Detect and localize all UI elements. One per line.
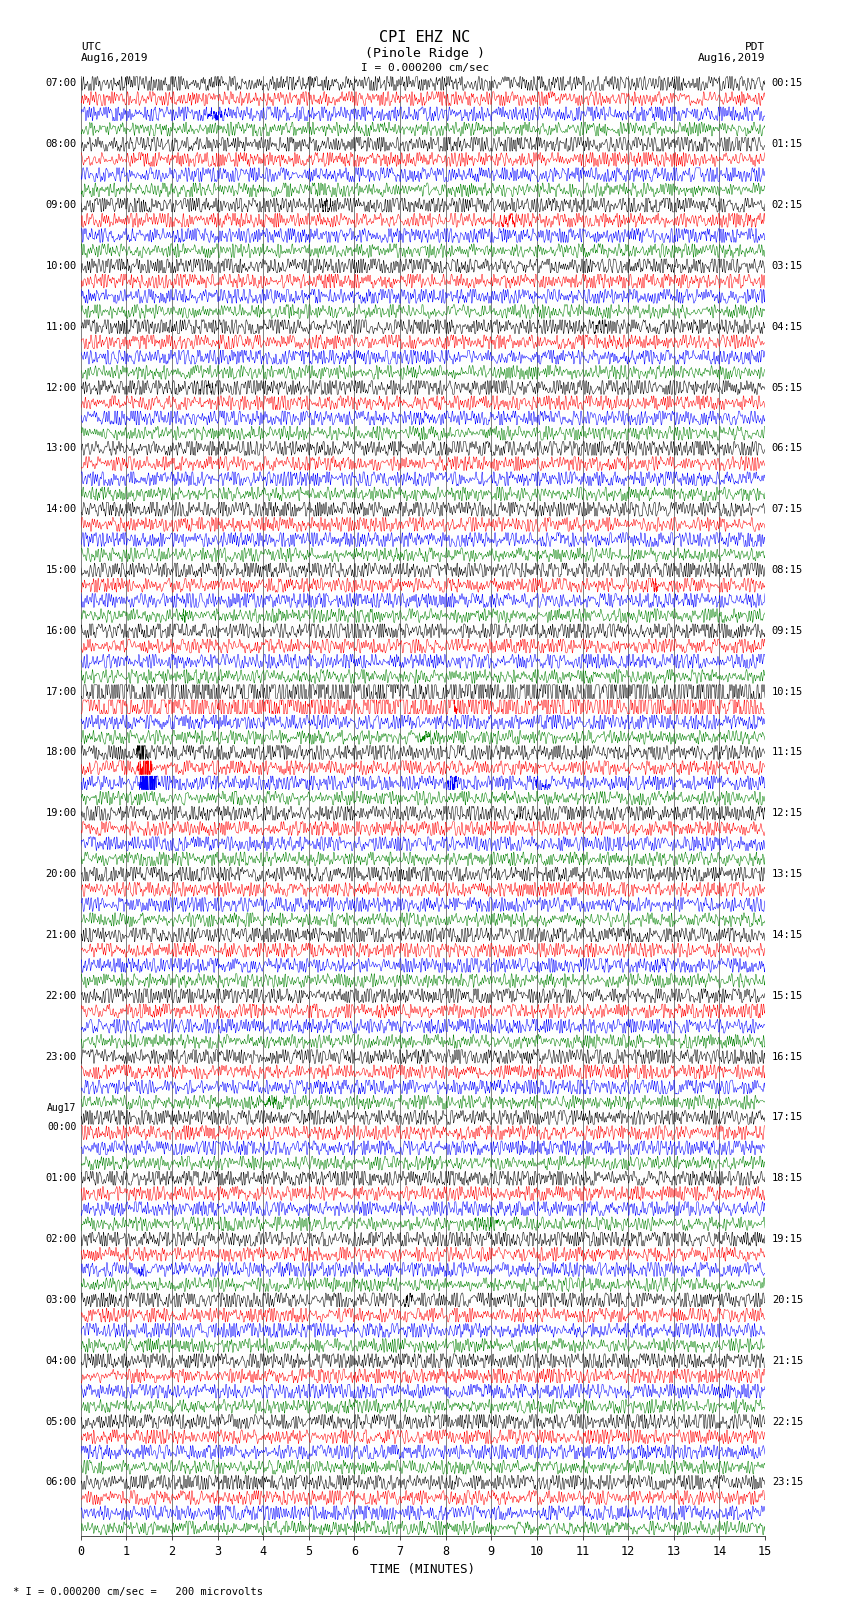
- Text: 08:15: 08:15: [772, 565, 803, 574]
- Text: 12:15: 12:15: [772, 808, 803, 818]
- Text: Aug17: Aug17: [47, 1103, 76, 1113]
- Text: 13:15: 13:15: [772, 869, 803, 879]
- Text: Aug16,2019: Aug16,2019: [698, 53, 765, 63]
- Text: 07:00: 07:00: [45, 79, 76, 89]
- Text: 09:00: 09:00: [45, 200, 76, 210]
- Text: * I = 0.000200 cm/sec =   200 microvolts: * I = 0.000200 cm/sec = 200 microvolts: [13, 1587, 263, 1597]
- Text: Aug16,2019: Aug16,2019: [81, 53, 148, 63]
- Text: 03:15: 03:15: [772, 261, 803, 271]
- Text: 12:00: 12:00: [45, 382, 76, 392]
- Text: 10:00: 10:00: [45, 261, 76, 271]
- Text: 17:15: 17:15: [772, 1113, 803, 1123]
- Text: 22:15: 22:15: [772, 1416, 803, 1426]
- Text: 15:00: 15:00: [45, 565, 76, 574]
- Text: 15:15: 15:15: [772, 990, 803, 1000]
- Text: CPI EHZ NC: CPI EHZ NC: [379, 31, 471, 45]
- Text: 20:00: 20:00: [45, 869, 76, 879]
- Text: 16:15: 16:15: [772, 1052, 803, 1061]
- Text: 03:00: 03:00: [45, 1295, 76, 1305]
- Text: 17:00: 17:00: [45, 687, 76, 697]
- Text: 22:00: 22:00: [45, 990, 76, 1000]
- Text: 16:00: 16:00: [45, 626, 76, 636]
- Text: 14:15: 14:15: [772, 931, 803, 940]
- Text: 06:15: 06:15: [772, 444, 803, 453]
- Text: 07:15: 07:15: [772, 505, 803, 515]
- Text: 11:15: 11:15: [772, 747, 803, 758]
- Text: 14:00: 14:00: [45, 505, 76, 515]
- Text: 23:15: 23:15: [772, 1478, 803, 1487]
- Text: UTC: UTC: [81, 42, 101, 52]
- Text: 19:00: 19:00: [45, 808, 76, 818]
- Text: 05:15: 05:15: [772, 382, 803, 392]
- X-axis label: TIME (MINUTES): TIME (MINUTES): [371, 1563, 475, 1576]
- Text: 00:15: 00:15: [772, 79, 803, 89]
- Text: 19:15: 19:15: [772, 1234, 803, 1244]
- Text: 18:00: 18:00: [45, 747, 76, 758]
- Text: I = 0.000200 cm/sec: I = 0.000200 cm/sec: [361, 63, 489, 73]
- Text: 05:00: 05:00: [45, 1416, 76, 1426]
- Text: 01:15: 01:15: [772, 139, 803, 150]
- Text: 23:00: 23:00: [45, 1052, 76, 1061]
- Text: 06:00: 06:00: [45, 1478, 76, 1487]
- Text: 04:00: 04:00: [45, 1355, 76, 1366]
- Text: 08:00: 08:00: [45, 139, 76, 150]
- Text: 18:15: 18:15: [772, 1173, 803, 1184]
- Text: PDT: PDT: [745, 42, 765, 52]
- Text: (Pinole Ridge ): (Pinole Ridge ): [365, 47, 485, 60]
- Text: 02:15: 02:15: [772, 200, 803, 210]
- Text: 21:00: 21:00: [45, 931, 76, 940]
- Text: 13:00: 13:00: [45, 444, 76, 453]
- Text: 21:15: 21:15: [772, 1355, 803, 1366]
- Text: 01:00: 01:00: [45, 1173, 76, 1184]
- Text: 20:15: 20:15: [772, 1295, 803, 1305]
- Text: 04:15: 04:15: [772, 321, 803, 332]
- Text: 09:15: 09:15: [772, 626, 803, 636]
- Text: 02:00: 02:00: [45, 1234, 76, 1244]
- Text: 10:15: 10:15: [772, 687, 803, 697]
- Text: 11:00: 11:00: [45, 321, 76, 332]
- Text: 00:00: 00:00: [47, 1123, 76, 1132]
